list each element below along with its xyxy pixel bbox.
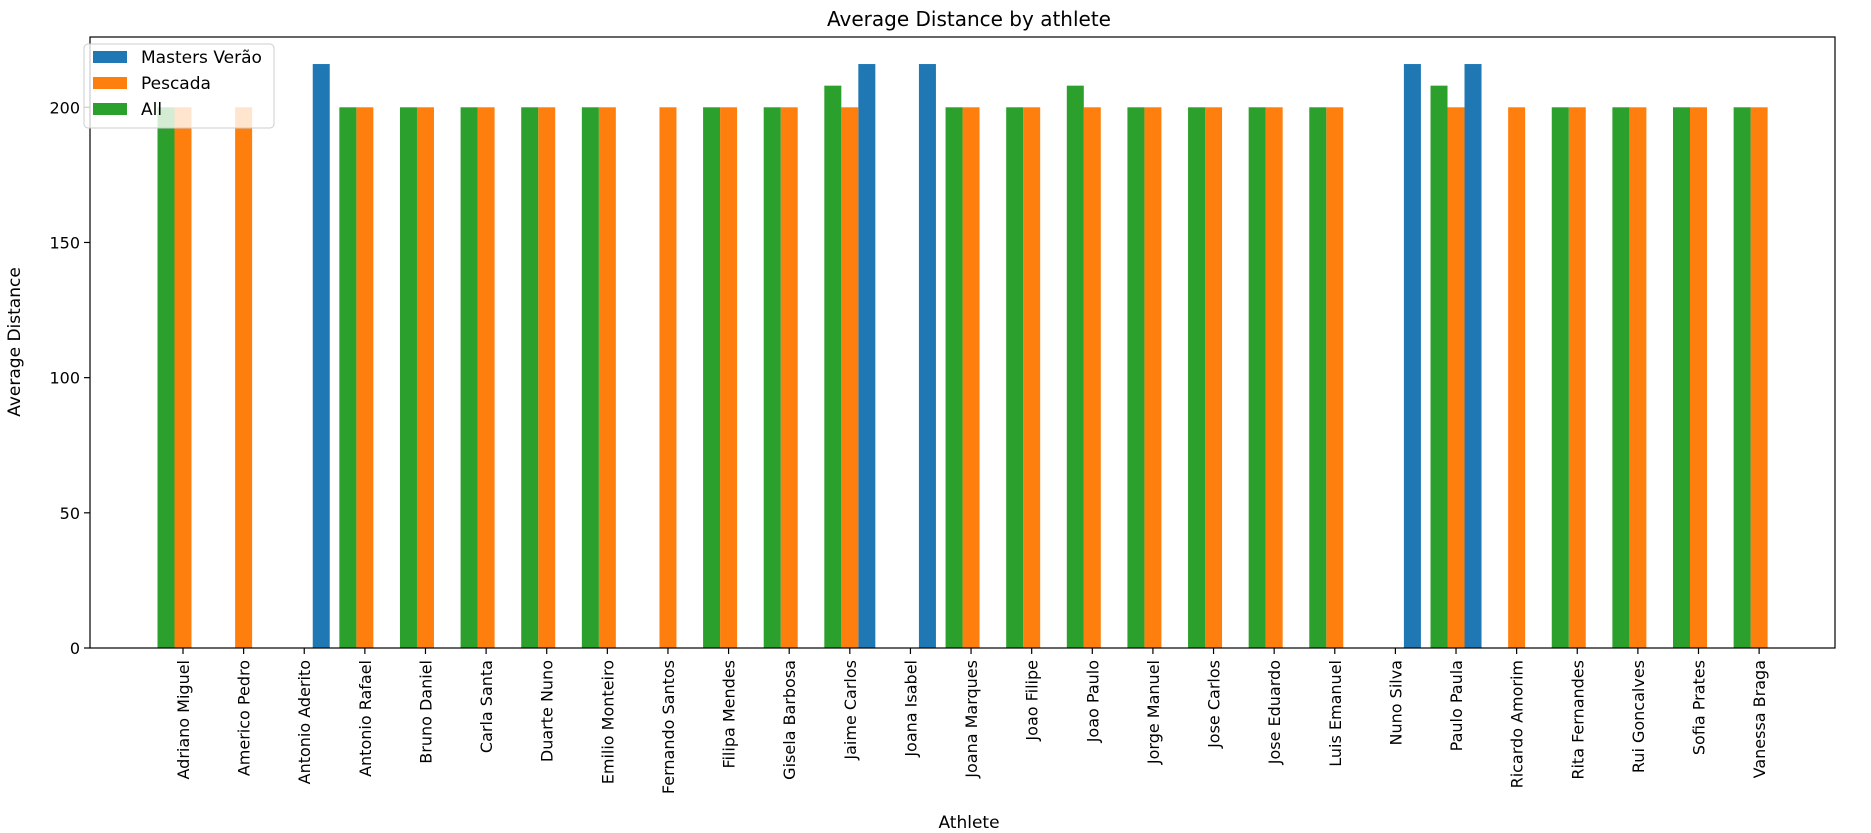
y-axis-label: Average Distance <box>5 267 25 417</box>
x-tick-label: Vanessa Braga <box>1750 660 1769 778</box>
x-tick-label: Gisela Barbosa <box>780 660 799 780</box>
bar <box>780 107 798 649</box>
y-tick-label: 150 <box>49 233 80 252</box>
legend-box <box>83 43 275 129</box>
x-tick-label: Carla Santa <box>477 660 496 753</box>
bar <box>824 85 842 648</box>
bar <box>703 107 721 649</box>
y-tick-label: 50 <box>60 504 80 523</box>
bar <box>1403 64 1421 649</box>
bar <box>918 64 936 649</box>
bar <box>1430 85 1448 648</box>
bar <box>1205 107 1223 649</box>
x-tick-label: Fernando Santos <box>659 660 678 794</box>
y-tick-label: 0 <box>70 639 80 658</box>
bar <box>538 107 556 649</box>
bar <box>1551 107 1569 649</box>
x-tick-label: Rui Goncalves <box>1629 660 1648 773</box>
bar <box>399 107 417 649</box>
bar <box>598 107 616 649</box>
bar <box>858 64 876 649</box>
bar <box>1568 107 1586 649</box>
x-tick-label: Ricardo Amorim <box>1508 660 1527 788</box>
bar <box>1265 107 1283 649</box>
x-tick-label: Jorge Manuel <box>1144 660 1163 765</box>
x-tick-label: Jose Eduardo <box>1265 660 1284 765</box>
x-tick-label: Joana Isabel <box>901 660 920 758</box>
bar <box>1144 107 1162 649</box>
y-tick-label: 200 <box>49 98 80 117</box>
bar <box>1508 107 1526 649</box>
bar <box>1326 107 1344 649</box>
bar <box>157 107 175 649</box>
bar <box>1690 107 1707 649</box>
bar <box>581 107 599 649</box>
x-tick-label: Joao Paulo <box>1083 660 1102 743</box>
bar <box>962 107 980 649</box>
bar <box>1188 107 1206 649</box>
x-tick-label: Filipa Mendes <box>720 660 739 769</box>
bar <box>1066 85 1084 648</box>
bar <box>1006 107 1024 649</box>
x-axis-label: Athlete <box>938 813 999 833</box>
bar <box>1612 107 1630 649</box>
bar <box>1673 107 1690 649</box>
bar <box>1127 107 1145 649</box>
x-tick-label: Sofia Prates <box>1690 660 1709 755</box>
bar <box>720 107 738 649</box>
legend-label: Masters Verão <box>141 48 262 68</box>
bar <box>1733 107 1751 649</box>
x-tick-label: Antonio Aderito <box>295 660 314 784</box>
bar <box>1023 107 1041 649</box>
x-tick-label: Bruno Daniel <box>416 660 435 764</box>
y-tick-label: 100 <box>49 369 80 388</box>
legend-swatch <box>93 77 127 89</box>
x-tick-label: Joana Marques <box>962 660 981 779</box>
bar <box>1464 64 1482 649</box>
bar <box>841 107 859 649</box>
x-tick-label: Americo Pedro <box>235 660 254 776</box>
x-tick-label: Antonio Rafael <box>356 660 375 777</box>
plot-frame <box>89 36 1836 649</box>
bar <box>763 107 781 649</box>
x-tick-label: Joao Filipe <box>1023 660 1042 742</box>
x-tick-label: Duarte Nuno <box>538 660 557 762</box>
bar <box>356 107 374 649</box>
legend-swatch <box>93 103 127 115</box>
legend-label: All <box>141 100 162 120</box>
bar <box>416 107 434 649</box>
bar <box>312 64 330 649</box>
x-tick-label: Luis Emanuel <box>1326 660 1345 767</box>
bar <box>460 107 478 649</box>
x-tick-label: Rita Fernandes <box>1568 660 1587 780</box>
bar <box>659 107 677 649</box>
bar <box>477 107 495 649</box>
bar <box>1750 107 1768 649</box>
bar <box>174 107 192 649</box>
chart-title: Average Distance by athlete <box>827 7 1111 31</box>
bar <box>521 107 539 649</box>
legend-label: Pescada <box>141 74 211 94</box>
bar <box>1447 107 1465 649</box>
bar <box>1083 107 1101 649</box>
x-tick-label: Paulo Paula <box>1447 660 1466 751</box>
x-tick-label: Jose Carlos <box>1205 660 1224 749</box>
x-axis: Adriano Miguel Americo Pedro Antonio Aderi… <box>174 648 1769 794</box>
x-tick-label: Adriano Miguel <box>174 660 193 780</box>
x-tick-label: Emilio Monteiro <box>598 660 617 784</box>
y-axis: 0 50 100 150 200 <box>49 98 90 658</box>
bar <box>235 107 253 649</box>
bars-group <box>157 64 1768 649</box>
legend: Masters Verão Pescada All <box>83 43 275 129</box>
bar <box>339 107 357 649</box>
legend-swatch <box>93 51 127 63</box>
bar <box>945 107 963 649</box>
bar <box>1248 107 1266 649</box>
x-tick-label: Nuno Silva <box>1386 660 1405 745</box>
x-tick-label: Jaime Carlos <box>841 660 860 761</box>
bar <box>1629 107 1647 649</box>
bar <box>1309 107 1327 649</box>
